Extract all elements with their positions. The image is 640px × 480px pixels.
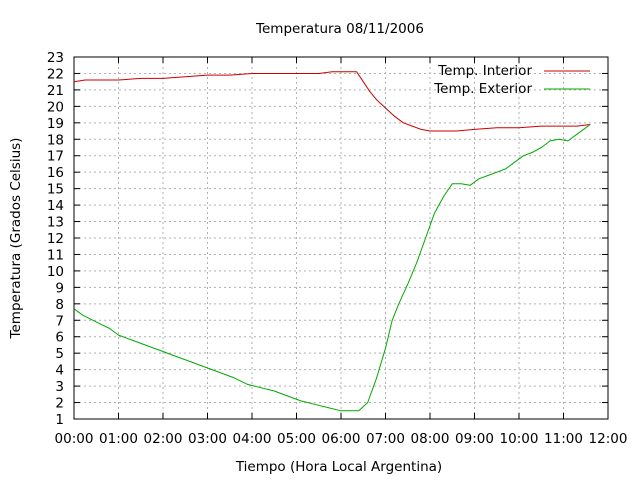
series-line-exterior <box>73 124 591 412</box>
y-tick-label: 20 <box>47 99 64 115</box>
x-tick-label: 03:00 <box>188 431 227 447</box>
y-tick-label: 16 <box>47 165 64 181</box>
legend: Temp. Interior Temp. Exterior <box>433 63 590 97</box>
y-tick-label: 18 <box>47 132 64 148</box>
y-tick-label: 17 <box>47 149 64 165</box>
x-axis-label: Tiempo (Hora Local Argentina) <box>235 459 442 475</box>
x-tick-label: 00:00 <box>55 431 94 447</box>
x-tick-label: 12:00 <box>589 431 628 447</box>
y-tick-label: 12 <box>47 231 64 247</box>
legend-label-interior: Temp. Interior <box>437 63 532 79</box>
y-tick-label: 1 <box>55 412 64 428</box>
y-tick-label: 14 <box>47 198 64 214</box>
y-tick-label: 15 <box>47 182 64 198</box>
series-lines <box>73 71 591 412</box>
grid-lines <box>74 57 608 419</box>
y-tick-label: 19 <box>47 116 64 132</box>
y-tick-label: 23 <box>47 50 64 66</box>
y-tick-label: 2 <box>55 396 64 412</box>
chart-title: Temperatura 08/11/2006 <box>255 21 424 37</box>
series-line-interior <box>73 71 591 132</box>
y-tick-label: 11 <box>47 247 64 263</box>
x-tick-label: 06:00 <box>322 431 361 447</box>
y-tick-label: 9 <box>55 280 64 296</box>
x-tick-label: 07:00 <box>366 431 405 447</box>
y-tick-label: 4 <box>55 363 64 379</box>
x-tick-label: 02:00 <box>144 431 183 447</box>
y-tick-label: 8 <box>55 297 64 313</box>
legend-label-exterior: Temp. Exterior <box>433 81 532 97</box>
x-tick-label: 01:00 <box>99 431 138 447</box>
y-tick-label: 22 <box>47 66 64 82</box>
y-tick-label: 5 <box>55 346 64 362</box>
x-tick-label: 11:00 <box>544 431 583 447</box>
y-tick-label: 10 <box>47 264 64 280</box>
y-tick-label: 7 <box>55 313 64 329</box>
y-tick-label: 6 <box>55 330 64 346</box>
y-tick-label: 3 <box>55 379 64 395</box>
x-tick-label: 10:00 <box>500 431 539 447</box>
y-tick-label: 21 <box>47 83 64 99</box>
x-tick-label: 08:00 <box>411 431 450 447</box>
axis-ticks <box>73 56 609 420</box>
x-tick-label: 05:00 <box>277 431 316 447</box>
y-tick-label: 13 <box>47 215 64 231</box>
x-tick-label: 04:00 <box>233 431 272 447</box>
y-axis-label: Temperatura (Grados Celsius) <box>8 138 24 340</box>
x-tick-label: 09:00 <box>455 431 494 447</box>
x-axis-tick-labels: 00:00 01:00 02:00 03:00 04:00 05:00 06:00 07:00… <box>55 431 628 447</box>
